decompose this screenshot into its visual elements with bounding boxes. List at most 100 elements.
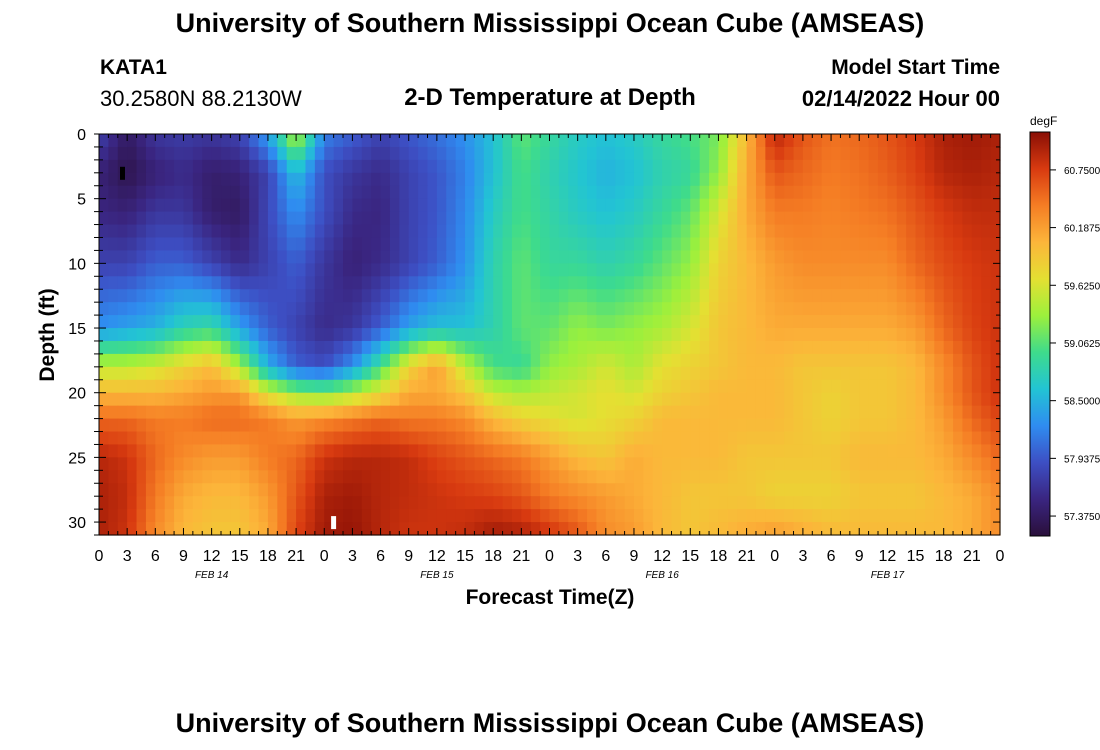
- heat-cell: [643, 379, 654, 394]
- heat-cell: [577, 431, 588, 446]
- heat-cell: [286, 366, 297, 381]
- heat-cell: [793, 159, 804, 174]
- heat-cell: [202, 159, 213, 174]
- heat-cell: [493, 522, 504, 536]
- heat-cell: [568, 366, 579, 381]
- heat-cell: [596, 418, 607, 433]
- heat-cell: [962, 276, 973, 290]
- heat-cell: [990, 483, 1001, 497]
- heat-cell: [821, 172, 832, 187]
- heat-cell: [765, 522, 776, 536]
- heat-cell: [558, 328, 569, 342]
- heat-cell: [389, 289, 400, 303]
- heat-cell: [671, 289, 682, 303]
- heat-cell: [343, 211, 354, 226]
- heat-cell: [493, 159, 504, 174]
- heat-cell: [624, 276, 635, 290]
- heat-cell: [737, 405, 748, 420]
- heat-cell: [605, 146, 616, 161]
- heat-cell: [277, 159, 288, 174]
- heat-cell: [971, 457, 982, 471]
- heat-cell: [690, 522, 701, 536]
- heat-cell: [352, 470, 363, 484]
- heat-cell: [887, 431, 898, 446]
- heat-cell: [887, 496, 898, 510]
- heat-cell: [718, 470, 729, 484]
- heat-cell: [258, 522, 269, 536]
- heat-cell: [887, 392, 898, 407]
- heat-cell: [784, 159, 795, 174]
- heat-cell: [877, 496, 888, 510]
- heat-cell: [643, 224, 654, 239]
- heat-cell: [755, 302, 766, 316]
- heat-cell: [418, 496, 429, 510]
- heat-cell: [183, 366, 194, 381]
- heat-cell: [887, 172, 898, 187]
- heat-cell: [643, 276, 654, 290]
- heat-cell: [934, 392, 945, 407]
- heat-cell: [727, 340, 738, 355]
- heat-cell: [887, 444, 898, 458]
- heat-cell: [981, 289, 992, 303]
- heat-cell: [652, 366, 663, 381]
- heat-cell: [568, 353, 579, 368]
- heat-cell: [868, 496, 879, 510]
- heat-cell: [277, 522, 288, 536]
- heat-cell: [737, 328, 748, 342]
- heat-cell: [671, 340, 682, 355]
- x-tick-label: 18: [710, 548, 728, 565]
- x-tick-label: 21: [963, 548, 981, 565]
- heat-cell: [324, 315, 335, 329]
- heat-cell: [962, 366, 973, 381]
- heat-cell: [549, 134, 560, 148]
- heat-cell: [587, 470, 598, 484]
- heat-cell: [849, 146, 860, 161]
- heat-cell: [521, 237, 532, 252]
- heat-cell: [624, 353, 635, 368]
- heat-cell: [633, 418, 644, 433]
- heat-cell: [343, 509, 354, 523]
- heat-cell: [831, 431, 842, 446]
- heat-cell: [746, 134, 757, 148]
- heat-cell: [221, 211, 231, 226]
- heat-cell: [305, 457, 316, 471]
- heat-cell: [793, 263, 804, 277]
- heat-cell: [784, 172, 795, 187]
- heat-cell: [155, 211, 166, 226]
- heat-cell: [371, 263, 382, 277]
- heat-cell: [174, 340, 185, 355]
- heat-cell: [446, 340, 457, 355]
- x-tick-label: 18: [259, 548, 277, 565]
- heat-cell: [793, 172, 804, 187]
- heat-cell: [868, 315, 879, 329]
- heat-cell: [643, 522, 654, 536]
- heat-cell: [934, 315, 945, 329]
- heat-cell: [924, 159, 935, 174]
- heat-cell: [314, 340, 325, 355]
- heat-cell: [812, 250, 823, 264]
- heat-cell: [906, 289, 917, 303]
- heat-cell: [389, 457, 400, 471]
- heat-cell: [314, 159, 325, 174]
- heat-cell: [164, 250, 175, 264]
- heat-cell: [765, 444, 776, 458]
- heat-cell: [408, 444, 419, 458]
- heat-cell: [408, 392, 419, 407]
- heat-cell: [727, 328, 738, 342]
- heat-cell: [502, 315, 513, 329]
- heat-cell: [793, 211, 804, 226]
- heat-cell: [821, 263, 832, 277]
- heat-cell: [953, 146, 964, 161]
- heat-cell: [671, 431, 682, 446]
- heat-cell: [699, 263, 710, 277]
- heat-cell: [934, 470, 945, 484]
- heat-cell: [934, 483, 945, 497]
- heat-cell: [286, 172, 297, 187]
- heat-cell: [943, 483, 954, 497]
- heat-cell: [859, 159, 870, 174]
- heat-cell: [267, 496, 278, 510]
- heat-cell: [202, 483, 213, 497]
- heat-cell: [943, 237, 954, 252]
- heat-cell: [427, 315, 438, 329]
- heat-cell: [211, 146, 222, 161]
